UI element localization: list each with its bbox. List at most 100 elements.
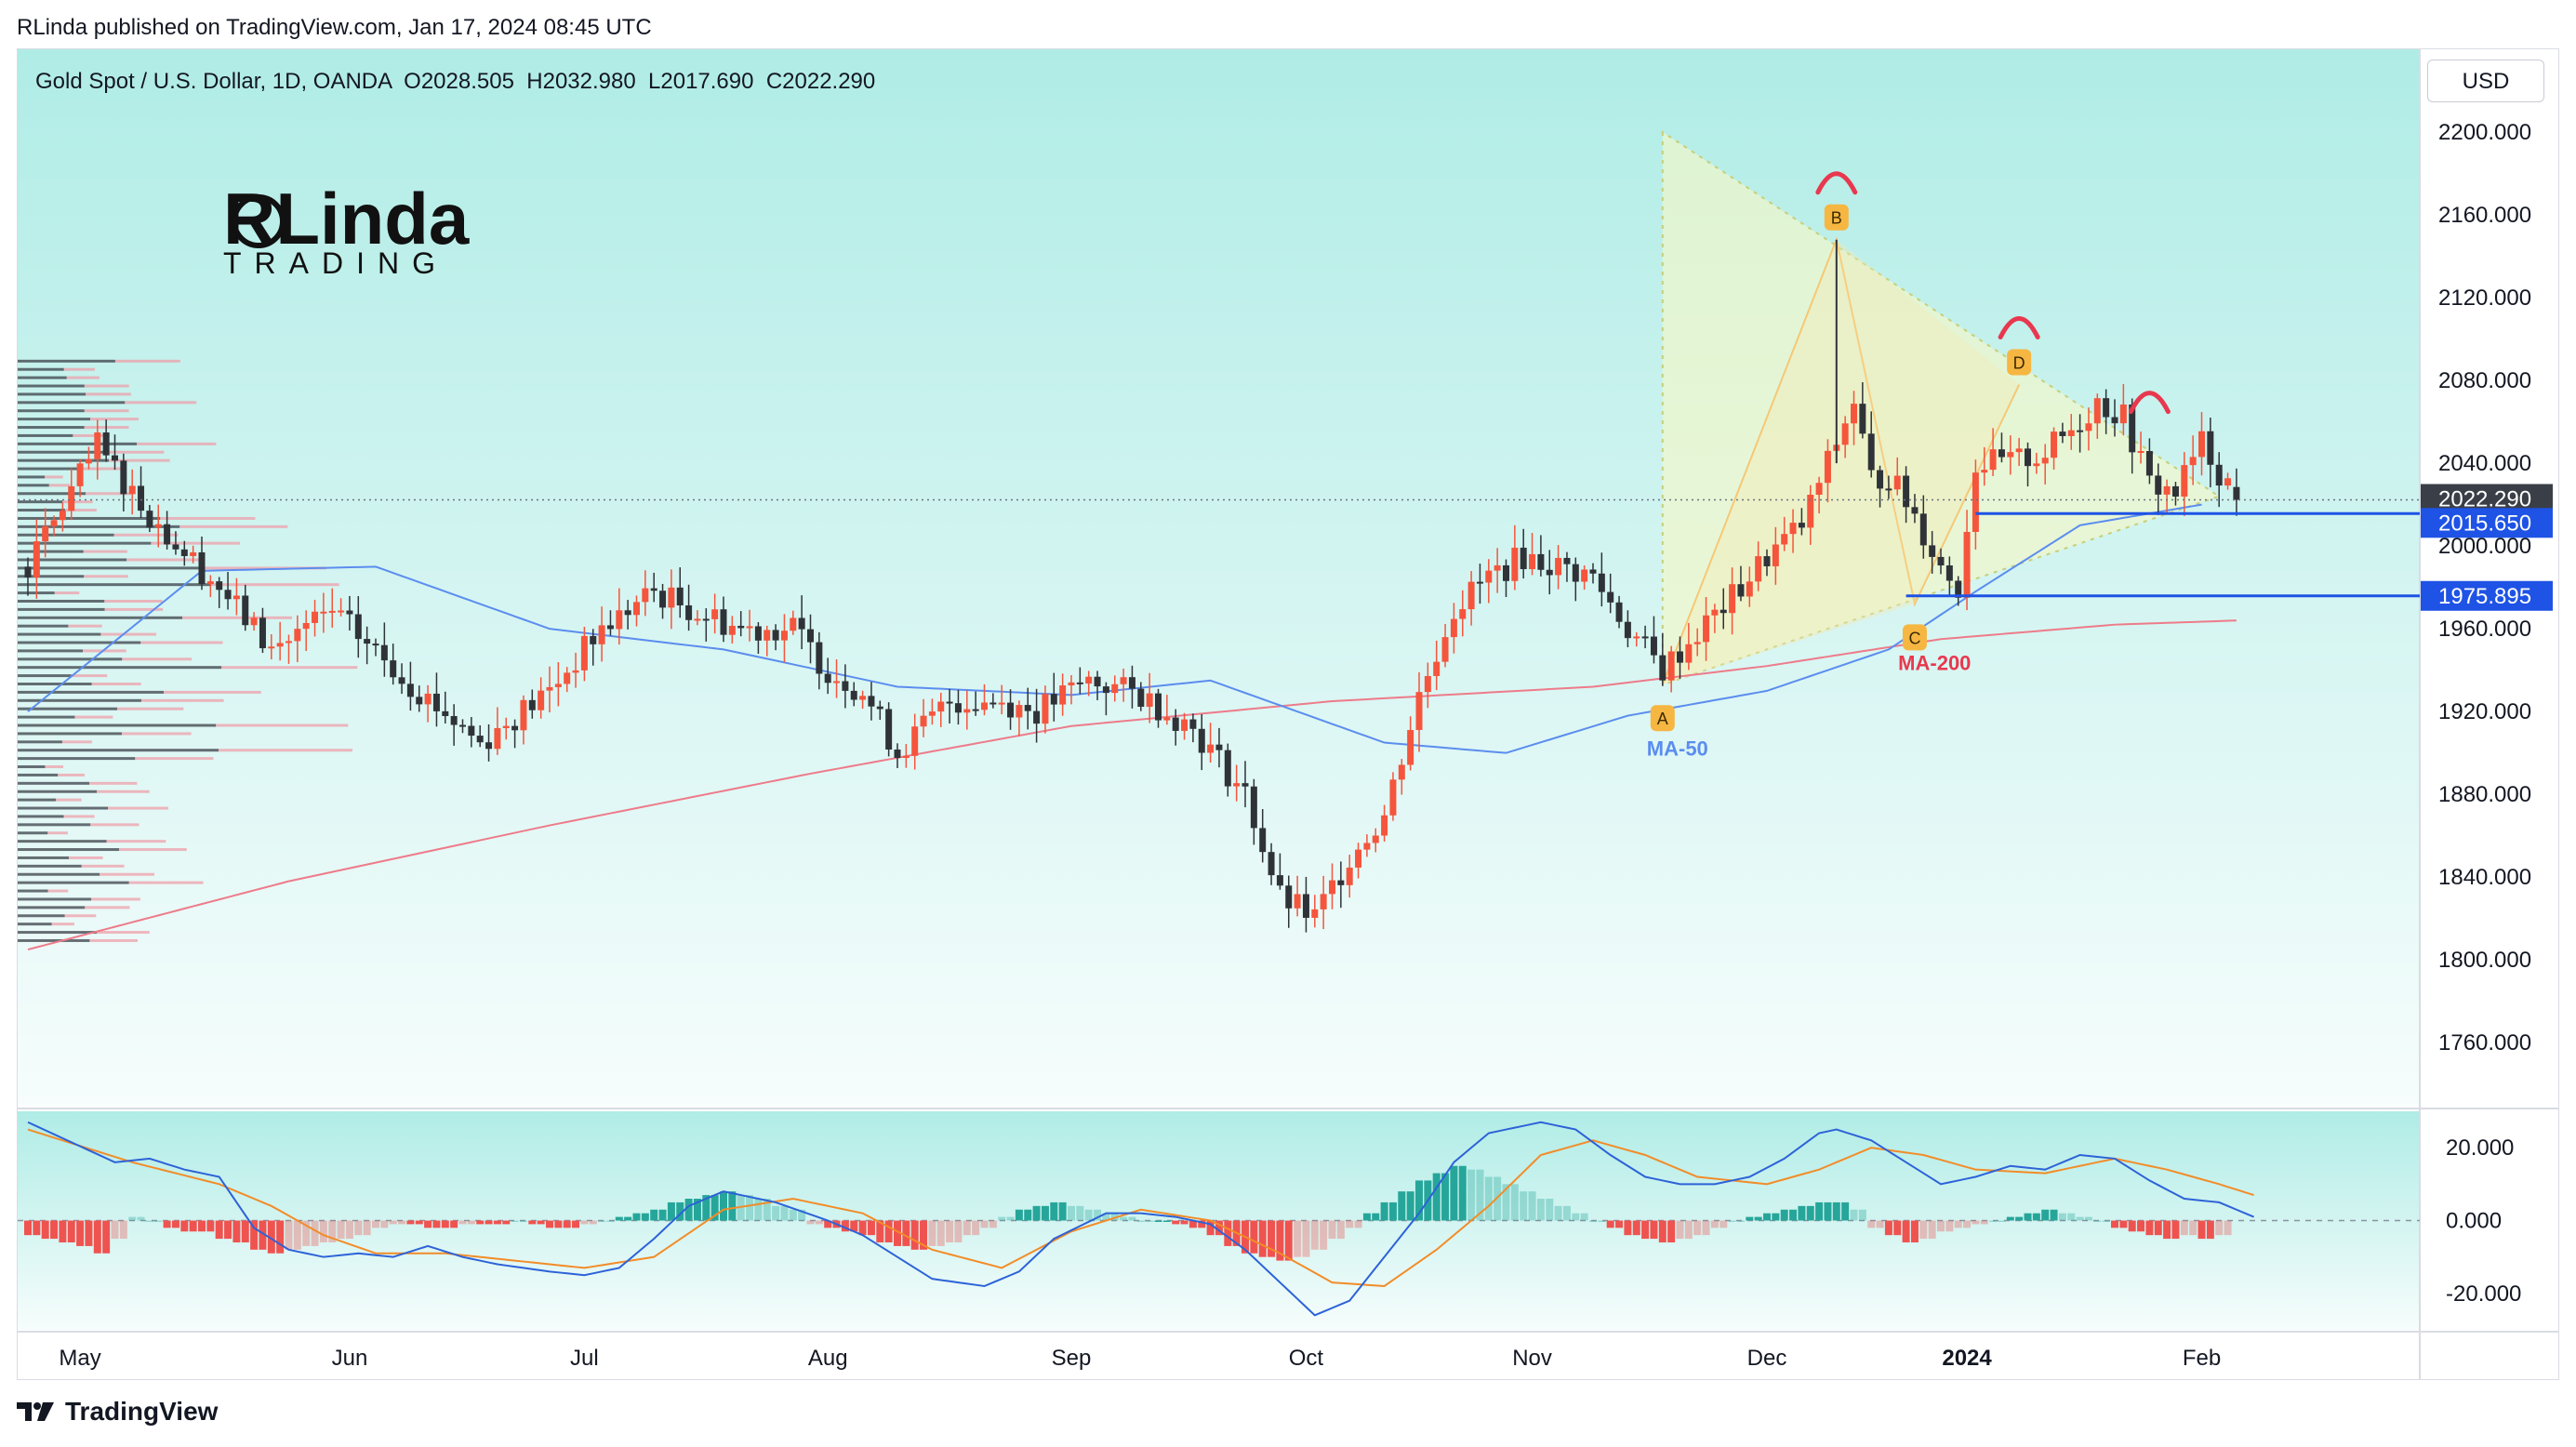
- candle-up: [1407, 729, 1414, 765]
- candle-down: [676, 587, 684, 605]
- macd-histogram-bar: [441, 1220, 449, 1228]
- macd-histogram-bar: [328, 1220, 337, 1242]
- candle-up: [1841, 423, 1849, 445]
- candle-up: [85, 458, 92, 464]
- candle-up: [2007, 452, 2014, 458]
- candle-down: [807, 629, 814, 643]
- macd-histogram-bar: [684, 1199, 693, 1221]
- published-line: RLinda published on TradingView.com, Jan…: [17, 15, 652, 40]
- support-levels: [18, 498, 2420, 598]
- candle-up: [94, 432, 101, 459]
- macd-histogram-bar: [728, 1191, 737, 1221]
- candle-up: [2041, 458, 2049, 464]
- symbol-legend[interactable]: Gold Spot / U.S. Dollar, 1D, OANDA O2028…: [35, 69, 876, 94]
- candle-up: [1485, 570, 1493, 583]
- volume-bar-up: [18, 715, 75, 719]
- candle-down: [737, 625, 745, 629]
- volume-bar-down: [54, 591, 80, 595]
- candle-up: [2198, 431, 2205, 458]
- macd-histogram-bar: [1398, 1191, 1406, 1221]
- candle-up: [668, 587, 675, 608]
- candle-up: [1441, 637, 1449, 662]
- candle-up: [294, 629, 301, 642]
- macd-histogram-bar: [241, 1220, 249, 1242]
- candle-down: [876, 706, 883, 710]
- macd-histogram-bar: [1615, 1220, 1624, 1228]
- macd-histogram-bar: [93, 1220, 101, 1254]
- macd-histogram-bar: [415, 1220, 423, 1225]
- candle-up: [2181, 465, 2188, 497]
- macd-histogram-bar: [363, 1220, 371, 1236]
- candle-down: [754, 626, 762, 641]
- macd-histogram-bar: [1146, 1220, 1154, 1222]
- candle-up: [694, 618, 701, 621]
- volume-bar-up: [18, 484, 49, 487]
- volume-bar-down: [86, 392, 131, 396]
- candle-down: [24, 566, 32, 577]
- candle-down: [972, 709, 979, 711]
- time-axis[interactable]: May Jun Jul Aug Sep Oct Nov Dec 2024 Feb: [59, 1346, 2221, 1371]
- candle-up: [1807, 495, 1814, 528]
- macd-histogram-bar: [1728, 1220, 1736, 1222]
- candle-up: [928, 711, 936, 716]
- candle-down: [1102, 686, 1109, 694]
- volume-bar-up: [18, 938, 90, 942]
- macd-histogram-bar: [485, 1220, 493, 1225]
- candle-up: [232, 595, 240, 600]
- macd-histogram-bar: [1806, 1205, 1814, 1221]
- tradingview-footer[interactable]: TradingView: [17, 1397, 218, 1427]
- candle-up: [572, 670, 579, 673]
- macd-histogram-bar: [1562, 1205, 1571, 1221]
- price-axis[interactable]: 2200.000 2160.000 2120.000 2080.000 2040.000…: [2421, 120, 2553, 1055]
- candle-down: [242, 595, 249, 626]
- candle-down: [1537, 553, 1545, 570]
- candle-down: [1867, 433, 1875, 471]
- macd-histogram-bar: [806, 1220, 815, 1225]
- macd-histogram-bar: [1954, 1220, 1962, 1228]
- volume-bar-down: [114, 359, 180, 363]
- price-tick-label: 1800.000: [2438, 948, 2531, 973]
- volume-bar-down: [83, 649, 126, 653]
- candle-up: [580, 635, 588, 670]
- candle-down: [2059, 431, 2066, 436]
- volume-bar-down: [121, 732, 192, 736]
- candle-down: [824, 673, 831, 684]
- candle-up: [276, 643, 284, 647]
- macd-histogram-bar: [1128, 1216, 1136, 1221]
- candle-down: [1546, 569, 1553, 576]
- macd-histogram-bar: [589, 1220, 597, 1225]
- volume-bar-up: [18, 376, 67, 379]
- candle-down: [1955, 580, 1962, 598]
- currency-button[interactable]: USD: [2427, 60, 2544, 102]
- volume-bar-up: [18, 823, 91, 827]
- macd-histogram-bar: [1041, 1205, 1049, 1221]
- volume-bar-down: [81, 864, 125, 868]
- macd-histogram-bar: [119, 1220, 127, 1240]
- candle-up: [2137, 451, 2144, 454]
- candle-down: [450, 716, 458, 725]
- macd-histogram-bar: [389, 1220, 397, 1225]
- macd-histogram-bar: [1084, 1209, 1093, 1221]
- macd-histogram-bar: [2041, 1209, 2050, 1221]
- volume-bar-down: [113, 533, 179, 537]
- candle-up: [2163, 485, 2171, 495]
- macd-histogram-bar: [67, 1220, 75, 1242]
- volume-bar-up: [18, 566, 204, 570]
- candle-down: [2025, 448, 2031, 467]
- macd-histogram-bar: [1658, 1220, 1666, 1242]
- candlesticks: [24, 239, 2240, 933]
- candle-down: [1137, 688, 1145, 708]
- candle-down: [720, 609, 727, 635]
- volume-bar-up: [18, 641, 141, 644]
- macd-histogram-bar: [1224, 1220, 1232, 1246]
- volume-bar-down: [97, 790, 150, 793]
- macd-histogram-bar: [1024, 1209, 1032, 1221]
- candle-up: [1693, 642, 1701, 644]
- macd-histogram-bar: [554, 1220, 563, 1228]
- candle-down: [1224, 750, 1231, 787]
- macd-histogram-bar: [259, 1220, 267, 1250]
- volume-bar-down: [108, 806, 168, 810]
- macd-histogram-bar: [884, 1220, 893, 1242]
- volume-bar-down: [71, 674, 108, 678]
